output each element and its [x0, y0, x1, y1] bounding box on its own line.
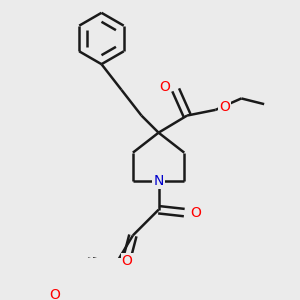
Text: O: O: [190, 206, 201, 220]
Text: O: O: [219, 100, 230, 114]
Text: O: O: [159, 80, 170, 94]
Text: O: O: [49, 288, 60, 300]
Text: N: N: [153, 174, 164, 188]
Text: O: O: [122, 254, 133, 268]
